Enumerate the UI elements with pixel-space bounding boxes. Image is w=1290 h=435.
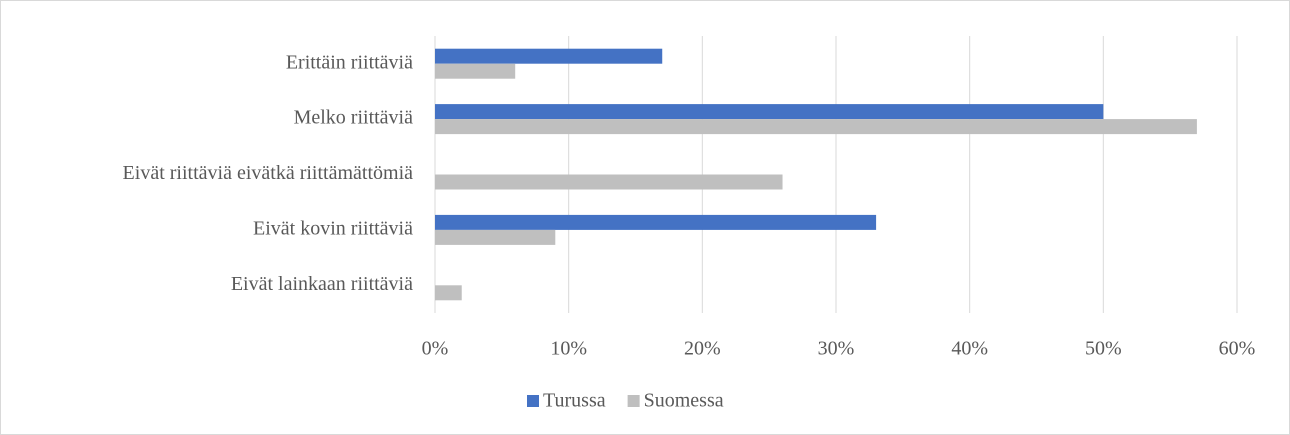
bar (435, 214, 877, 230)
bar (435, 104, 1104, 120)
x-tick-label: 60% (1219, 338, 1256, 360)
bar (435, 174, 783, 190)
x-tick-label: 0% (422, 338, 449, 360)
bar (435, 119, 1197, 135)
y-tick-label: Eivät riittäviä eivätkä riittämättömiä (123, 162, 414, 184)
x-tick-label: 50% (1085, 338, 1122, 360)
x-tick-label: 40% (951, 338, 988, 360)
y-tick-label: Melko riittäviä (294, 107, 414, 129)
legend-label: Turussa (543, 390, 606, 412)
bar (435, 63, 516, 79)
x-tick-label: 30% (818, 338, 855, 360)
bar (435, 229, 556, 245)
legend-swatch (527, 395, 539, 407)
y-tick-label: Eivät kovin riittäviä (253, 217, 413, 239)
legend-swatch (627, 395, 640, 407)
legend-label: Suomessa (644, 390, 724, 412)
bar (435, 285, 462, 301)
y-tick-label: Erittäin riittäviä (286, 51, 413, 73)
bar (435, 48, 663, 64)
y-tick-label: Eivät lainkaan riittäviä (231, 273, 413, 295)
x-tick-label: 20% (684, 338, 721, 360)
x-tick-label: 10% (550, 338, 587, 360)
